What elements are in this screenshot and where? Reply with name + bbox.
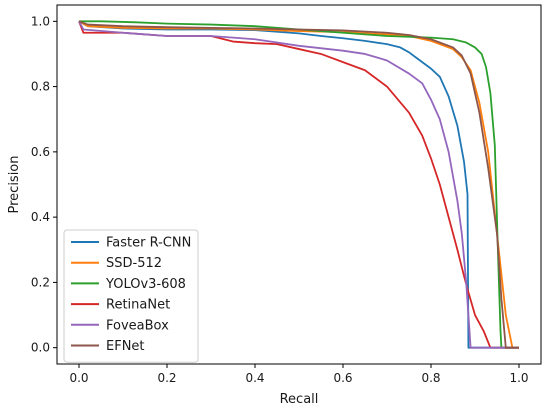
series-line-efnet: [78, 20, 519, 349]
y-axis-label: Precision: [7, 155, 22, 213]
legend-label: SSD-512: [106, 256, 162, 271]
y-tick-label: 0.4: [31, 210, 50, 224]
x-tick-label: 0.0: [69, 371, 88, 385]
x-tick-label: 0.6: [333, 371, 352, 385]
legend-label: Faster R-CNN: [106, 236, 191, 251]
series-line-faster-r-cnn: [78, 20, 519, 349]
legend-label: RetinaNet: [106, 298, 170, 313]
x-axis: 0.0 0.2 0.4 0.6 0.8 1.0: [69, 364, 529, 385]
legend-label: YOLOv3-608: [105, 277, 186, 292]
x-tick-label: 1.0: [509, 371, 528, 385]
x-axis-label: Recall: [280, 392, 319, 407]
series-lines: [78, 20, 519, 349]
y-tick-label: 0.2: [31, 275, 50, 289]
y-tick-label: 0.6: [31, 145, 50, 159]
legend: Faster R-CNN SSD-512 YOLOv3-608 RetinaNet Fo…: [63, 229, 199, 363]
y-axis: 0.0 0.2 0.4 0.6 0.8 1.0: [31, 14, 57, 355]
y-tick-label: 0.8: [31, 80, 50, 94]
x-tick-label: 0.8: [421, 371, 440, 385]
legend-label: EFNet: [106, 339, 145, 354]
x-tick-label: 0.2: [157, 371, 176, 385]
legend-label: FoveaBox: [106, 318, 169, 333]
plot-area-frame: [56, 4, 542, 365]
x-tick-label: 0.4: [245, 371, 264, 385]
y-tick-label: 0.0: [31, 341, 50, 355]
series-line-foveabox: [78, 20, 519, 349]
series-line-yolov3-608: [79, 20, 519, 349]
y-tick-label: 1.0: [31, 14, 50, 28]
